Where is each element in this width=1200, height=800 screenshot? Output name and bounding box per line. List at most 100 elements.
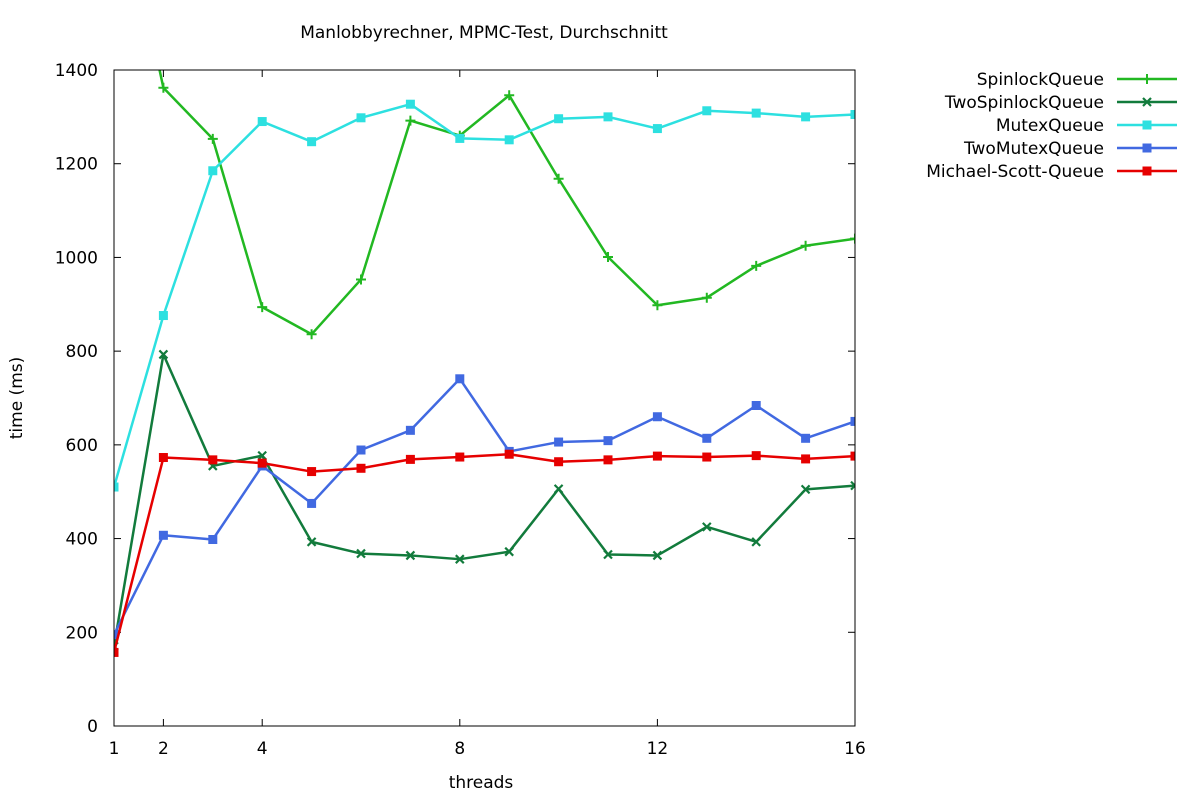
data-point (307, 137, 317, 147)
data-point (652, 451, 662, 461)
data-point (158, 311, 168, 321)
data-point (114, 630, 119, 640)
legend-item: MutexQueue (996, 116, 1177, 136)
data-point (554, 437, 564, 447)
data-point (702, 452, 712, 462)
data-point (158, 82, 169, 93)
data-point (652, 124, 662, 134)
data-point (850, 416, 855, 426)
data-point (356, 113, 366, 123)
data-point (504, 135, 514, 145)
series-line (158, 70, 855, 336)
legend-marker (1142, 97, 1152, 107)
data-point (801, 112, 811, 122)
series-michael-scott-queue (114, 449, 855, 657)
series-mutexqueue (114, 99, 855, 492)
data-point (850, 451, 855, 461)
data-point (114, 482, 119, 492)
legend-item: TwoSpinlockQueue (944, 93, 1177, 113)
data-point (405, 425, 415, 435)
y-tick-label: 1000 (55, 248, 98, 268)
x-tick-label: 4 (257, 739, 268, 759)
data-point (504, 546, 514, 557)
data-point (405, 115, 416, 126)
series-line (114, 452, 855, 653)
data-point (701, 292, 712, 303)
plot-frame (113, 69, 856, 727)
data-point (603, 549, 613, 560)
data-point (455, 452, 465, 462)
data-point (554, 114, 564, 124)
series-spinlockqueue (158, 70, 855, 340)
data-point (850, 110, 855, 120)
data-point (455, 374, 465, 384)
data-point (850, 233, 855, 244)
data-point (208, 166, 218, 176)
x-axis: 1 2 4 8 12 16 (109, 70, 866, 759)
data-point (356, 548, 366, 559)
data-point (158, 349, 169, 360)
data-point (603, 436, 613, 446)
data-point (652, 412, 662, 422)
y-axis-label: time (ms) (7, 357, 27, 440)
y-tick-label: 800 (66, 342, 98, 362)
data-point (257, 302, 268, 313)
data-point (801, 433, 811, 443)
data-point (307, 498, 317, 508)
data-point (405, 99, 415, 109)
data-point (800, 240, 811, 251)
data-point (751, 400, 761, 410)
legend-item: SpinlockQueue (977, 70, 1177, 90)
data-point (603, 112, 613, 122)
series-line (114, 377, 855, 636)
data-point (504, 449, 514, 459)
data-point (455, 133, 465, 143)
legend-marker (1142, 74, 1152, 84)
series-line (114, 353, 855, 647)
x-tick-label: 16 (844, 739, 866, 759)
data-point (603, 455, 613, 465)
data-point (751, 537, 761, 547)
legend-label: MutexQueue (996, 116, 1104, 136)
data-point (751, 260, 762, 271)
data-point (405, 550, 416, 561)
data-point (603, 251, 613, 262)
legend-marker (1142, 143, 1152, 153)
data-point (652, 300, 663, 311)
data-point (257, 458, 267, 468)
data-point (158, 530, 168, 540)
data-point (207, 133, 218, 144)
data-point (257, 450, 267, 461)
data-point (306, 537, 317, 547)
y-tick-label: 200 (66, 623, 98, 643)
series-layer (114, 70, 855, 657)
data-point (702, 433, 712, 443)
data-point (405, 454, 415, 464)
data-point (850, 480, 855, 491)
series-twospinlockqueue (114, 349, 855, 652)
data-point (114, 647, 119, 657)
data-point (553, 173, 564, 184)
series-line (114, 102, 855, 488)
x-tick-label: 12 (647, 739, 669, 759)
data-point (504, 90, 515, 101)
data-point (307, 467, 317, 477)
data-point (652, 550, 663, 561)
legend-marker (1142, 166, 1152, 176)
y-tick-label: 400 (66, 530, 98, 550)
y-tick-label: 1400 (55, 61, 98, 81)
data-point (801, 454, 811, 464)
data-point (702, 522, 712, 532)
y-tick-label: 1200 (55, 155, 98, 175)
x-tick-label: 1 (109, 739, 120, 759)
series-twomutexqueue (114, 374, 855, 640)
data-point (158, 453, 168, 463)
data-point (751, 451, 761, 461)
legend: SpinlockQueue TwoSpinlockQueue MutexQueue T… (926, 70, 1177, 182)
legend-label: SpinlockQueue (977, 70, 1104, 90)
x-axis-label: threads (449, 773, 514, 793)
data-point (356, 445, 366, 455)
data-point (356, 463, 366, 473)
data-point (800, 484, 811, 495)
legend-label: TwoMutexQueue (963, 139, 1104, 159)
